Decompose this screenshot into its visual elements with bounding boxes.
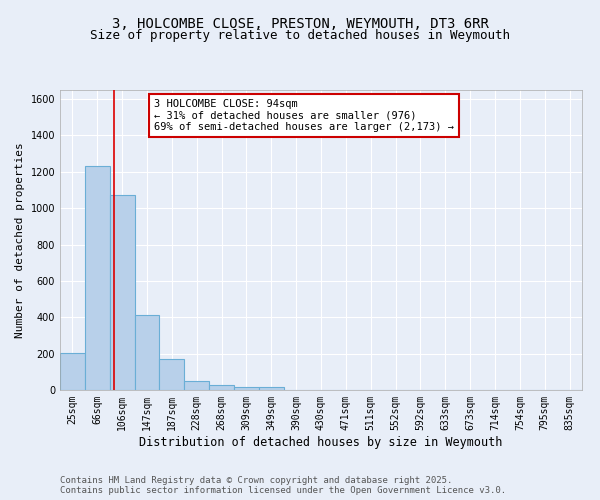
Text: 3 HOLCOMBE CLOSE: 94sqm
← 31% of detached houses are smaller (976)
69% of semi-d: 3 HOLCOMBE CLOSE: 94sqm ← 31% of detache… <box>154 99 454 132</box>
Bar <box>259 388 284 390</box>
Bar <box>110 195 134 390</box>
Bar <box>134 314 160 390</box>
Bar <box>85 166 110 390</box>
Text: 3, HOLCOMBE CLOSE, PRESTON, WEYMOUTH, DT3 6RR: 3, HOLCOMBE CLOSE, PRESTON, WEYMOUTH, DT… <box>112 18 488 32</box>
Y-axis label: Number of detached properties: Number of detached properties <box>15 142 25 338</box>
Text: Size of property relative to detached houses in Weymouth: Size of property relative to detached ho… <box>90 29 510 42</box>
Bar <box>60 353 85 390</box>
X-axis label: Distribution of detached houses by size in Weymouth: Distribution of detached houses by size … <box>139 436 503 448</box>
Text: Contains HM Land Registry data © Crown copyright and database right 2025.
Contai: Contains HM Land Registry data © Crown c… <box>60 476 506 495</box>
Bar <box>160 359 184 390</box>
Bar <box>209 386 234 390</box>
Bar <box>234 387 259 390</box>
Bar <box>184 382 209 390</box>
